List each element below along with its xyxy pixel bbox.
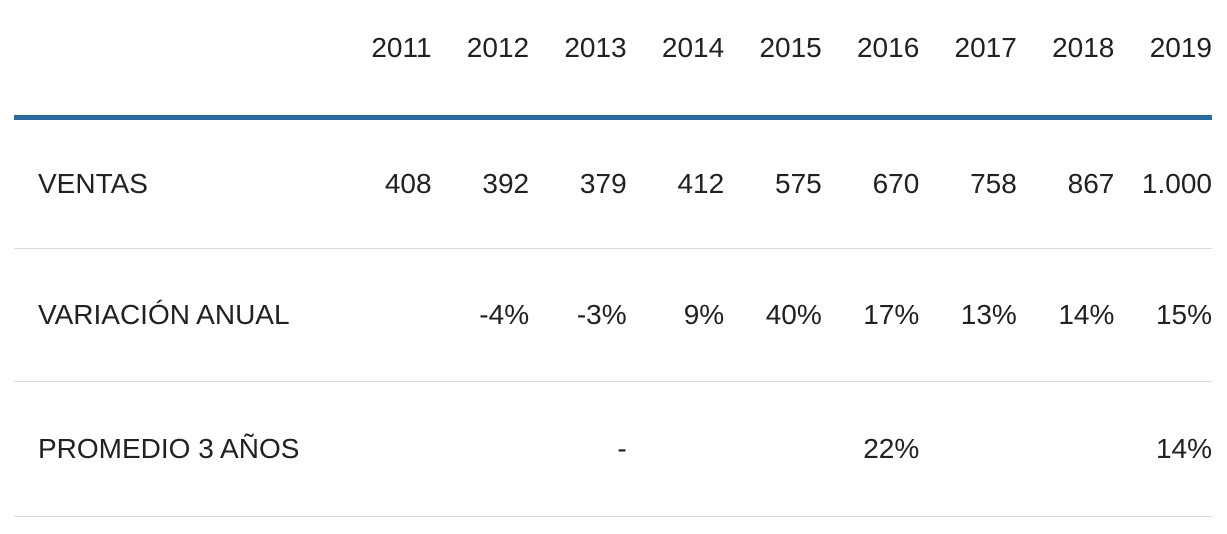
cell-variacion-2018: 14% [1016,249,1115,382]
cell-promedio-2018 [1016,382,1115,517]
row-ventas: VENTAS 408 392 379 412 575 670 758 867 1… [14,120,1212,249]
cell-ventas-2011: 408 [334,120,432,249]
cell-ventas-2015: 575 [724,120,822,249]
row-label-variacion-anual: VARIACIÓN ANUAL [14,249,334,382]
year-header-2011: 2011 [334,0,432,120]
cell-promedio-2012 [431,382,530,517]
year-header-2017: 2017 [919,0,1017,120]
row-promedio-3-anos: PROMEDIO 3 AÑOS - 22% 14% [14,382,1212,517]
cell-variacion-2014: 9% [626,249,725,382]
row-label-ventas: VENTAS [14,120,334,249]
cell-ventas-2018: 867 [1016,120,1115,249]
year-header-2012: 2012 [431,0,530,120]
cell-ventas-2016: 670 [821,120,920,249]
year-header-2014: 2014 [626,0,725,120]
sales-table: 2011 2012 2013 2014 2015 2016 2017 2018 … [14,0,1212,517]
cell-promedio-2011 [334,382,432,517]
cell-variacion-2012: -4% [431,249,530,382]
cell-promedio-2016: 22% [821,382,920,517]
cell-variacion-2013: -3% [529,249,627,382]
year-header-2019: 2019 [1114,0,1212,120]
cell-ventas-2019: 1.000 [1114,120,1212,249]
year-header-2015: 2015 [724,0,822,120]
cell-variacion-2016: 17% [821,249,920,382]
year-header-2013: 2013 [529,0,627,120]
cell-promedio-2015 [724,382,822,517]
header-row: 2011 2012 2013 2014 2015 2016 2017 2018 … [14,0,1212,120]
cell-promedio-2013: - [529,382,627,517]
corner-cell [14,0,334,120]
cell-promedio-2017 [919,382,1017,517]
year-header-2018: 2018 [1016,0,1115,120]
cell-ventas-2013: 379 [529,120,627,249]
year-header-2016: 2016 [821,0,920,120]
cell-variacion-2019: 15% [1114,249,1212,382]
row-variacion-anual: VARIACIÓN ANUAL -4% -3% 9% 40% 17% 13% 1… [14,249,1212,382]
cell-promedio-2019: 14% [1114,382,1212,517]
row-label-promedio-3-anos: PROMEDIO 3 AÑOS [14,382,334,517]
cell-promedio-2014 [626,382,725,517]
cell-ventas-2014: 412 [626,120,725,249]
cell-ventas-2017: 758 [919,120,1017,249]
cell-ventas-2012: 392 [431,120,530,249]
cell-variacion-2017: 13% [919,249,1017,382]
cell-variacion-2015: 40% [724,249,822,382]
cell-variacion-2011 [334,249,432,382]
